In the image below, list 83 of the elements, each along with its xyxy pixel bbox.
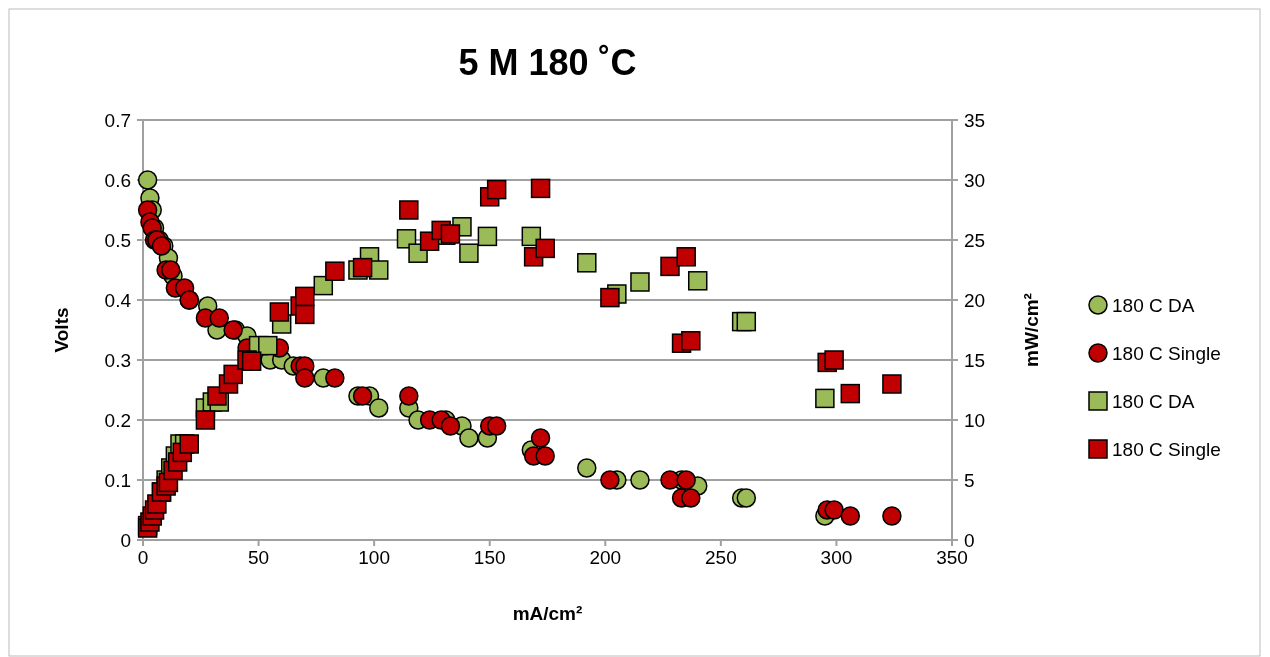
x-tick-label: 150 [473, 547, 506, 568]
point [269, 302, 290, 322]
point [630, 272, 650, 292]
y2-tick-label: 35 [964, 109, 986, 131]
point [486, 416, 507, 436]
point [399, 200, 419, 220]
y-tick-label: 0.2 [104, 409, 131, 431]
y2-tick-label: 30 [964, 169, 986, 191]
point [295, 286, 315, 307]
point [295, 368, 315, 388]
point [459, 428, 479, 448]
x-tick-label: 100 [358, 547, 390, 568]
y2-tick-label: 25 [964, 229, 986, 251]
point [530, 428, 551, 448]
point [258, 335, 278, 356]
chart-title: 5 M 180 ˚C [458, 42, 637, 83]
y-tick-label: 0 [120, 529, 131, 551]
y-tick-label: 0.1 [104, 469, 131, 491]
point [195, 410, 216, 430]
point [325, 368, 345, 388]
x-tick-label: 50 [248, 547, 270, 568]
point [179, 434, 199, 454]
legend-label: 180 C Single [1112, 438, 1221, 460]
y2-tick-label: 20 [964, 289, 986, 311]
y2-tick-label: 15 [964, 349, 986, 371]
point [295, 304, 315, 325]
point [600, 470, 620, 490]
x-tick-label: 300 [820, 547, 853, 568]
y-tick-label: 0.5 [104, 229, 131, 251]
point [223, 364, 243, 385]
legend-label: 180 C DA [1112, 294, 1195, 316]
point [369, 260, 389, 280]
point [325, 261, 345, 281]
y-tick-label: 0.7 [104, 109, 131, 131]
point [660, 470, 680, 490]
point [840, 383, 861, 404]
point [535, 446, 555, 466]
point [535, 238, 555, 259]
point [160, 260, 181, 280]
point [399, 386, 419, 406]
y2-tick-label: 5 [964, 469, 975, 491]
y-tick-label: 0.4 [104, 289, 132, 311]
point [660, 256, 680, 277]
x-tick-label: 200 [589, 547, 622, 568]
point [882, 374, 902, 394]
point [736, 488, 757, 508]
legend-label: 180 C Single [1112, 342, 1221, 364]
point [824, 500, 844, 520]
point [736, 311, 757, 332]
point [600, 287, 620, 308]
point [440, 416, 461, 436]
point [676, 247, 696, 267]
point [687, 271, 708, 291]
y2-tick-label: 10 [964, 409, 986, 431]
point [369, 398, 389, 418]
point [459, 243, 479, 263]
x-axis-title: mA/cm² [512, 603, 583, 624]
point [209, 308, 230, 328]
x-tick-label: 0 [137, 547, 149, 568]
point [676, 470, 696, 490]
point [530, 178, 551, 199]
point [824, 350, 844, 370]
y-tick-label: 0.6 [104, 169, 131, 191]
point [681, 488, 701, 508]
point [137, 170, 158, 190]
y-axis-title: Volts [51, 307, 72, 353]
point [577, 458, 597, 478]
point [486, 179, 507, 200]
point [352, 386, 373, 406]
point [440, 224, 461, 244]
point [815, 388, 835, 409]
point [577, 253, 597, 273]
point [241, 351, 262, 371]
y2-axis-title: mW/cm² [1021, 293, 1042, 367]
y-tick-label: 0.3 [104, 349, 131, 371]
point [630, 470, 650, 490]
point [681, 331, 701, 351]
point [882, 506, 902, 526]
legend-label: 180 C DA [1112, 390, 1195, 412]
x-tick-label: 250 [705, 547, 737, 568]
point [840, 506, 861, 526]
point [477, 226, 498, 247]
point [352, 257, 373, 278]
